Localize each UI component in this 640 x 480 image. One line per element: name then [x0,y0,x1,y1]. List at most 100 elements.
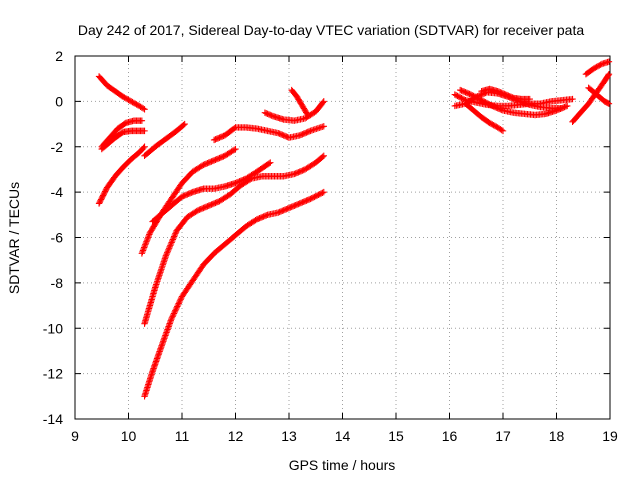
data-point-marker [141,127,148,135]
data-point-marker [320,152,327,160]
data-point-marker [265,160,273,167]
data-points [95,58,613,400]
y-axis-label: SDTVAR / TECUs [6,182,22,294]
data-point-marker [303,110,311,117]
series-arc-g [141,188,327,400]
data-point-marker [168,314,176,321]
data-point-marker [140,245,147,253]
data-point-marker [498,126,505,134]
series-arc-l3 [585,84,613,107]
data-point-marker [605,72,612,79]
data-point-marker [170,310,178,317]
x-tick-label: 9 [71,428,79,444]
data-point-marker [138,250,146,257]
data-point-marker [604,99,612,107]
data-point-marker [167,240,175,248]
data-point-marker [178,294,185,302]
data-point-marker [164,248,172,255]
data-point-marker [144,235,151,242]
data-point-marker [139,248,146,256]
data-point-marker [172,306,180,313]
data-point-marker [499,127,507,135]
data-point-marker [176,297,184,304]
data-point-marker [171,231,178,239]
data-point-marker [141,242,148,250]
series-arc-a3 [98,117,146,150]
data-point-marker [172,230,179,237]
data-point-marker [141,106,148,113]
data-point-marker [175,300,182,307]
data-point-marker [164,249,171,256]
data-point-marker [320,188,327,196]
y-tick-label: -12 [43,366,63,382]
x-tick-label: 16 [442,428,458,444]
data-point-marker [140,144,147,152]
x-tick-label: 19 [602,428,618,444]
data-point-marker [167,242,174,249]
data-point-marker [170,233,178,240]
data-point-marker [139,247,147,254]
data-point-marker [176,298,183,306]
y-tick-label: -6 [51,230,64,246]
data-point-marker [562,103,570,110]
data-point-marker [174,303,181,310]
x-tick-label: 14 [335,428,351,444]
series-arc-i [261,98,327,124]
y-tick-label: 2 [55,48,63,64]
data-point-marker [169,236,177,243]
data-point-marker [597,61,604,68]
data-point-marker [319,189,326,197]
series-arc-a1 [95,73,148,113]
series-arc-c [141,120,188,160]
chart-title: Day 242 of 2017, Sidereal Day-to-day VTE… [78,22,585,38]
data-point-marker [138,117,146,124]
data-point-marker [146,231,153,238]
data-point-marker [168,239,175,246]
plot-frame [74,55,611,420]
y-tick-label: -4 [51,184,64,200]
data-point-marker [173,304,180,312]
x-tick-label: 17 [495,428,511,444]
data-point-marker [141,143,148,150]
series-arc-h [210,123,327,144]
data-point-marker [605,58,613,65]
series-arc-l2 [582,58,613,78]
data-point-marker [320,123,327,130]
data-point-marker [267,159,274,166]
data-point-marker [263,212,270,219]
data-point-marker [140,244,148,251]
y-tick-label: -2 [51,139,64,155]
data-point-marker [145,232,152,240]
data-point-marker [169,313,176,320]
y-tick-label: -10 [43,320,63,336]
data-point-marker [162,252,170,259]
data-point-marker [247,176,254,183]
data-point-marker [140,105,147,112]
x-axis-label: GPS time / hours [289,457,396,473]
series-arc-b [95,143,148,207]
data-point-marker [171,308,178,316]
y-tick-label: -14 [43,411,63,427]
data-point-marker [170,311,177,319]
data-point-marker [142,239,150,247]
series-arc-k3 [457,86,571,119]
data-point-marker [181,120,188,128]
x-tick-label: 12 [228,428,244,444]
data-point-marker [163,250,170,258]
data-point-marker [569,95,576,103]
series-arc-k4 [462,100,507,135]
x-tick-label: 18 [549,428,565,444]
data-point-marker [526,95,533,103]
data-point-marker [230,146,238,154]
y-tick-label: -8 [51,275,64,291]
data-point-marker [304,111,311,119]
x-tick-label: 10 [121,428,137,444]
data-point-marker [172,307,179,314]
series-arc-j [288,86,311,119]
grid-lines [75,56,610,419]
series-arc-e [149,159,274,225]
x-tick-label: 15 [388,428,404,444]
data-point-marker [168,315,175,323]
x-tick-label: 11 [175,428,190,444]
